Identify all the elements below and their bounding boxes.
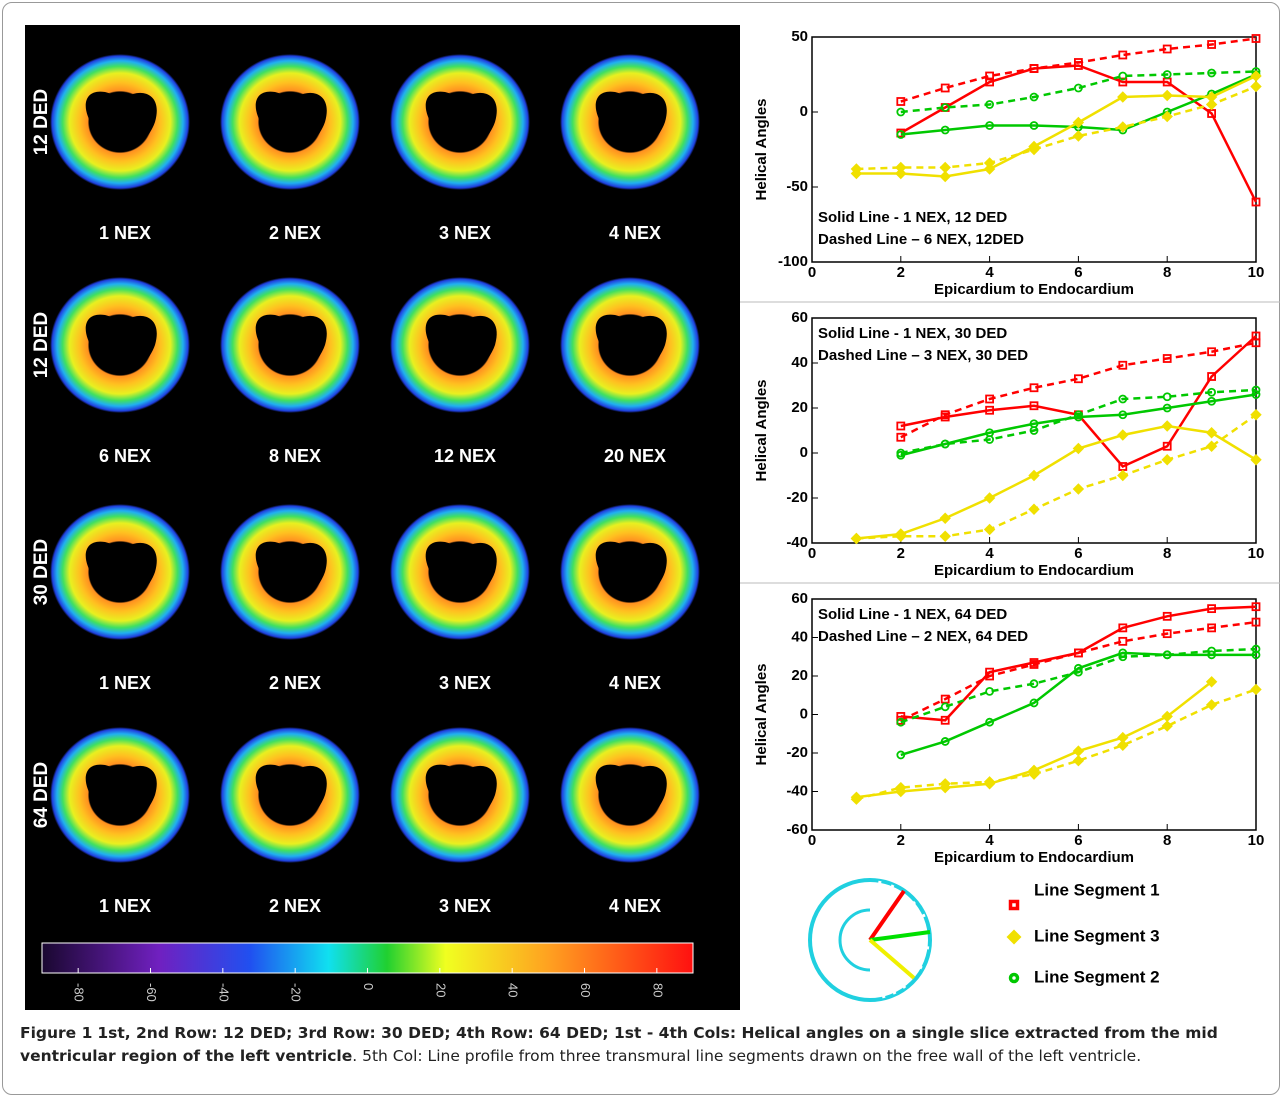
panel-label: 3 NEX xyxy=(439,223,491,243)
legend-label: Line Segment 1 xyxy=(1034,880,1160,899)
panel-label: 2 NEX xyxy=(269,223,321,243)
colorbar-tick-label: -20 xyxy=(289,983,304,1002)
x-tick-label: 0 xyxy=(808,264,816,281)
y-tick-label: 40 xyxy=(791,354,808,371)
legend-label: Line Segment 2 xyxy=(1034,967,1160,986)
x-tick-label: 6 xyxy=(1074,545,1082,562)
panel-label: 8 NEX xyxy=(269,446,321,466)
row-label: 12 DED xyxy=(31,89,52,156)
colorbar-tick-label: -40 xyxy=(216,983,231,1002)
row-label: 12 DED xyxy=(31,312,52,379)
y-axis-label: Helical Angles xyxy=(753,664,770,766)
y-tick-label: 40 xyxy=(791,628,808,645)
y-tick-label: 0 xyxy=(800,444,808,461)
annotation: Solid Line - 1 NEX, 30 DED xyxy=(818,325,1007,342)
panel-label: 6 NEX xyxy=(99,446,151,466)
legend-marker xyxy=(1011,902,1018,909)
y-tick-label: -20 xyxy=(786,744,808,761)
y-tick-label: 60 xyxy=(791,309,808,326)
x-tick-label: 4 xyxy=(985,545,994,562)
panel-label: 2 NEX xyxy=(269,673,321,693)
x-tick-label: 8 xyxy=(1163,264,1171,281)
x-tick-label: 6 xyxy=(1074,264,1082,281)
panel-label: 4 NEX xyxy=(609,673,661,693)
x-tick-label: 10 xyxy=(1248,545,1265,562)
caption: Figure 1 1st, 2nd Row: 12 DED; 3rd Row: … xyxy=(20,1022,1270,1068)
panel-label: 1 NEX xyxy=(99,223,151,243)
figure: 12 DED 1 NEX 2 NEX 3 NEX 4 NEX 12 DED 6 NEX 8 N… xyxy=(0,0,1284,1012)
annotation: Dashed Line – 6 NEX, 12DED xyxy=(818,231,1024,248)
x-tick-label: 2 xyxy=(897,832,905,849)
caption-label: Figure 1 xyxy=(20,1024,92,1042)
panel-label: 1 NEX xyxy=(99,896,151,916)
y-tick-label: -50 xyxy=(786,178,808,195)
x-axis-label: Epicardium to Endocardium xyxy=(934,849,1134,866)
x-tick-label: 10 xyxy=(1248,832,1265,849)
y-tick-label: -60 xyxy=(786,821,808,838)
colorbar-tick-label: 20 xyxy=(433,983,448,997)
y-tick-label: 60 xyxy=(791,590,808,607)
x-axis-label: Epicardium to Endocardium xyxy=(934,562,1134,579)
row-label: 30 DED xyxy=(31,539,52,606)
y-tick-label: -40 xyxy=(786,782,808,799)
x-tick-label: 2 xyxy=(897,545,905,562)
panel-label: 3 NEX xyxy=(439,673,491,693)
x-tick-label: 4 xyxy=(985,264,994,281)
annotation: Dashed Line – 3 NEX, 30 DED xyxy=(818,347,1028,364)
y-axis-label: Helical Angles xyxy=(753,380,770,482)
colorbar-tick-label: -60 xyxy=(144,983,159,1002)
y-tick-label: 0 xyxy=(800,103,808,120)
colorbar-tick-label: -80 xyxy=(72,983,87,1002)
y-tick-label: -100 xyxy=(778,253,808,270)
y-tick-label: 0 xyxy=(800,705,808,722)
panel-label: 4 NEX xyxy=(609,223,661,243)
x-tick-label: 6 xyxy=(1074,832,1082,849)
legend-label: Line Segment 3 xyxy=(1034,926,1160,945)
panel-label: 4 NEX xyxy=(609,896,661,916)
colorbar-tick-label: 60 xyxy=(578,983,593,997)
colorbar-tick-label: 40 xyxy=(506,983,521,997)
annotation: Solid Line - 1 NEX, 12 DED xyxy=(818,209,1007,226)
y-axis-label: Helical Angles xyxy=(753,99,770,201)
annotation: Dashed Line – 2 NEX, 64 DED xyxy=(818,628,1028,645)
panel-label: 3 NEX xyxy=(439,896,491,916)
x-tick-label: 8 xyxy=(1163,545,1171,562)
x-tick-label: 0 xyxy=(808,832,816,849)
colorbar-tick-label: 80 xyxy=(650,983,665,997)
panel-label: 2 NEX xyxy=(269,896,321,916)
y-tick-label: 20 xyxy=(791,667,808,684)
y-tick-label: 20 xyxy=(791,399,808,416)
x-tick-label: 10 xyxy=(1248,264,1265,281)
y-tick-label: -20 xyxy=(786,489,808,506)
legend-marker xyxy=(1011,975,1018,982)
legend-marker xyxy=(1009,932,1019,942)
x-tick-label: 0 xyxy=(808,545,816,562)
y-tick-label: 50 xyxy=(791,28,808,45)
x-tick-label: 2 xyxy=(897,264,905,281)
panel-label: 12 NEX xyxy=(434,446,496,466)
x-tick-label: 4 xyxy=(985,832,994,849)
caption-text: . 5th Col: Line profile from three trans… xyxy=(352,1047,1141,1065)
annotation: Solid Line - 1 NEX, 64 DED xyxy=(818,606,1007,623)
panel-label: 20 NEX xyxy=(604,446,666,466)
colorbar-tick-label: 0 xyxy=(361,983,376,990)
segment-diagram xyxy=(810,880,930,1000)
y-tick-label: -40 xyxy=(786,534,808,551)
row-label: 64 DED xyxy=(31,762,52,829)
x-axis-label: Epicardium to Endocardium xyxy=(934,281,1134,298)
panel-label: 1 NEX xyxy=(99,673,151,693)
x-tick-label: 8 xyxy=(1163,832,1171,849)
